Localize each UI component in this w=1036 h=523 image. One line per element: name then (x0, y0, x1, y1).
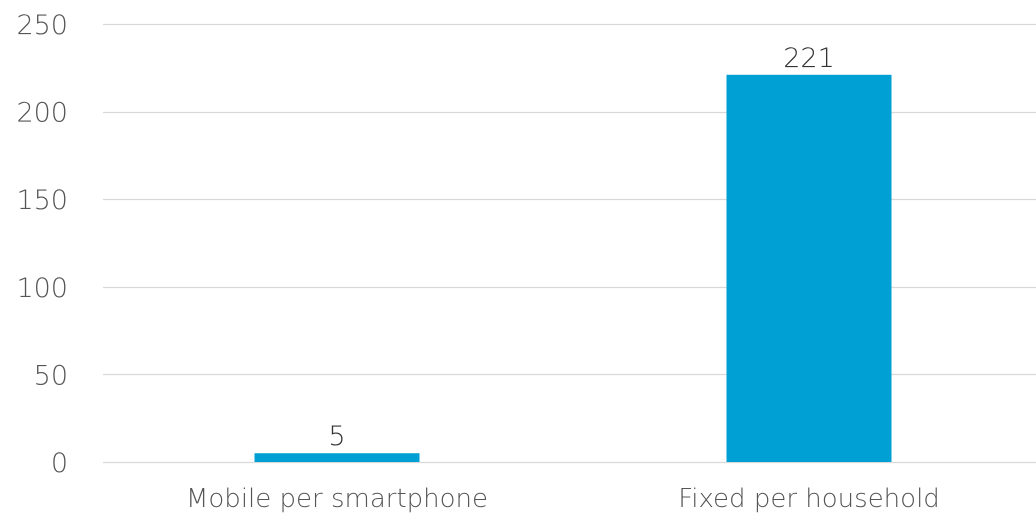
x-axis-category-labels: Mobile per smartphone Fixed per household (186, 484, 940, 514)
x-category-label: Mobile per smartphone (186, 484, 488, 514)
data-label: 5 (328, 421, 345, 452)
data-label: 221 (783, 43, 835, 74)
y-tick-label: 50 (34, 360, 68, 391)
y-axis-tick-labels: 0 50 100 150 200 250 (16, 10, 68, 479)
gridlines (103, 25, 1036, 463)
x-category-label: Fixed per household (678, 484, 940, 514)
y-tick-label: 0 (51, 448, 68, 479)
bar (727, 75, 892, 462)
y-tick-label: 200 (16, 98, 68, 129)
bars (255, 75, 892, 462)
y-tick-label: 150 (16, 185, 68, 216)
y-tick-label: 100 (16, 273, 68, 304)
y-tick-label: 250 (16, 10, 68, 41)
bar (255, 453, 420, 462)
